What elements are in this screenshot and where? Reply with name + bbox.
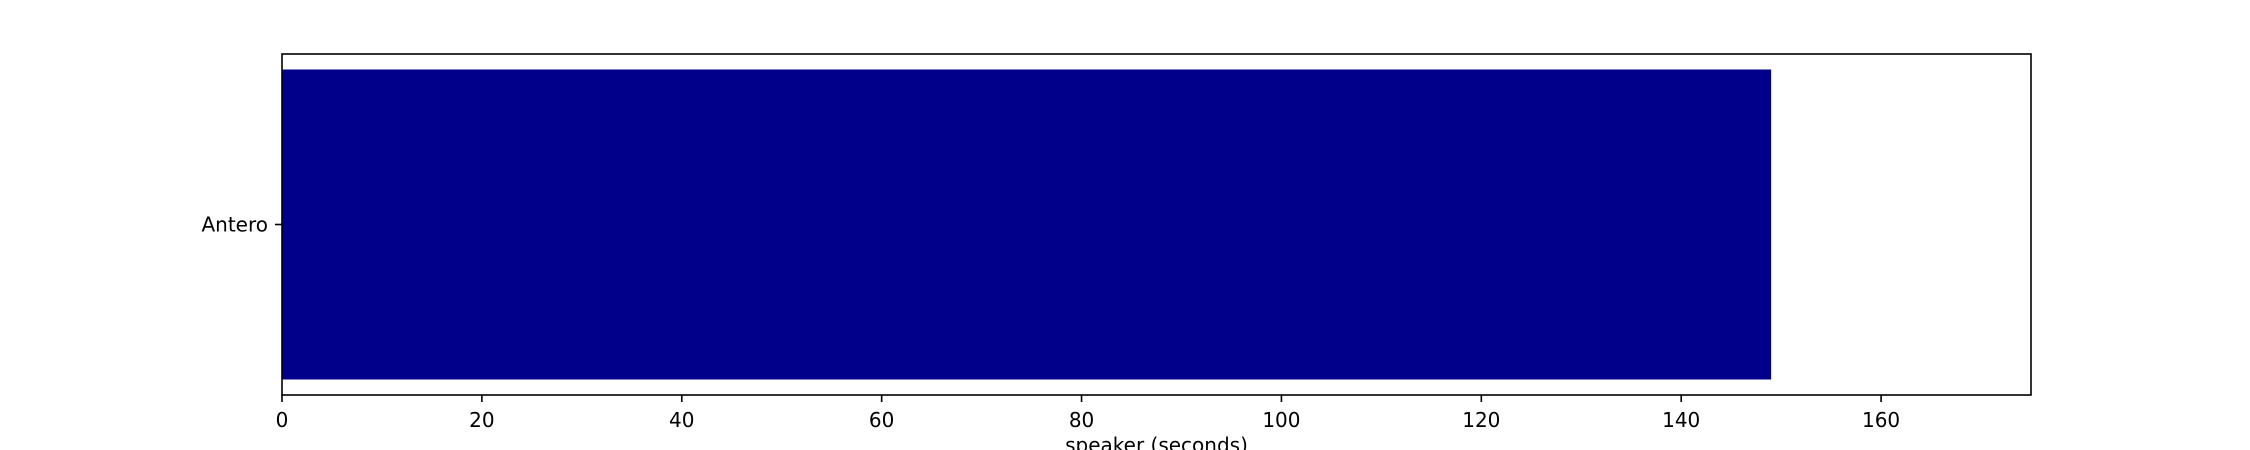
x-tick-label: 40 (669, 408, 694, 432)
x-tick-label: 120 (1462, 408, 1500, 432)
x-tick-label: 60 (869, 408, 894, 432)
y-tick-label: Antero (201, 213, 268, 237)
bar-antero (282, 69, 1772, 380)
x-axis-label: speaker (seconds) (1065, 433, 1248, 450)
y-axis: Antero (201, 213, 282, 237)
x-tick-label: 80 (1069, 408, 1094, 432)
x-tick-label: 100 (1262, 408, 1300, 432)
x-axis: 0 20 40 60 80 100 120 140 160 (276, 395, 1900, 432)
x-tick-label: 160 (1862, 408, 1900, 432)
x-tick-label: 140 (1662, 408, 1700, 432)
bars-layer (282, 69, 1772, 380)
x-tick-label: 0 (276, 408, 289, 432)
x-tick-label: 20 (469, 408, 494, 432)
